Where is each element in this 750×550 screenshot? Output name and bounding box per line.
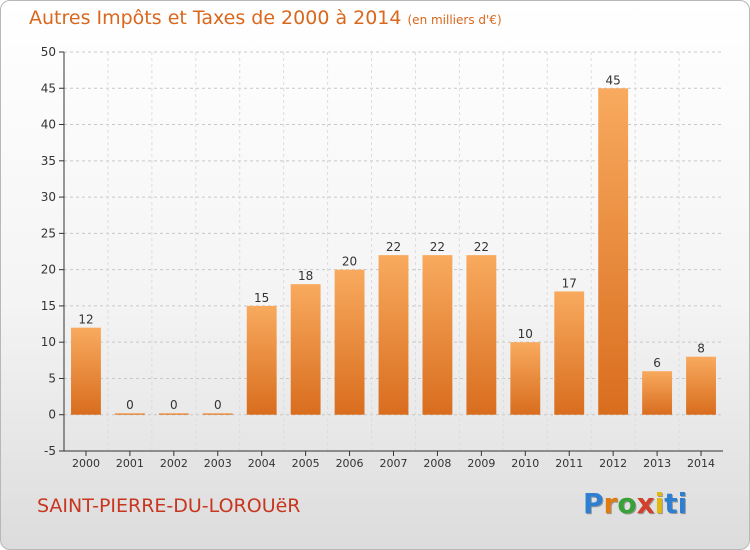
commune-name: SAINT-PIERRE-DU-LOROUëR: [37, 495, 301, 517]
x-tick-label: 2013: [643, 457, 671, 470]
x-tick-label: 2011: [555, 457, 583, 470]
data-label: 22: [430, 240, 445, 254]
x-tick-label: 2007: [380, 457, 408, 470]
x-tick-label: 2008: [423, 457, 451, 470]
bar: [378, 255, 409, 415]
x-tick-label: 2012: [599, 457, 627, 470]
bar: [642, 371, 673, 415]
bar: [598, 88, 629, 415]
y-tick-label: 35: [41, 154, 56, 168]
y-tick-label: 25: [41, 226, 56, 240]
x-tick-label: 2001: [116, 457, 144, 470]
data-label: 15: [254, 291, 269, 305]
bar: [334, 269, 365, 415]
y-tick-label: 0: [48, 408, 56, 422]
data-label: 0: [214, 398, 222, 412]
chart-title-main: Autres Impôts et Taxes de 2000 à 2014: [29, 7, 402, 29]
x-tick-label: 2004: [248, 457, 276, 470]
bar: [422, 255, 453, 415]
proxiti-logo: Proxiti: [583, 487, 687, 520]
data-label: 10: [518, 327, 533, 341]
y-tick-label: 40: [41, 118, 56, 132]
logo-letter: o: [617, 487, 637, 520]
bar: [466, 255, 497, 415]
bar-layer: [71, 88, 716, 415]
logo-letter: P: [583, 487, 604, 520]
logo-letter: ti: [664, 487, 688, 520]
bar: [158, 413, 189, 415]
bar: [554, 291, 585, 415]
logo-letter: x: [636, 487, 655, 520]
label-layer: 12 0 0 0 15 18 20 22 22 22 10 17 45 6 8: [78, 73, 705, 412]
bar: [290, 284, 321, 415]
y-tick-label: 5: [48, 371, 56, 385]
x-tick-label: 2000: [72, 457, 100, 470]
x-tick-label: 2009: [467, 457, 495, 470]
x-tick-label: 2005: [292, 457, 320, 470]
y-tick-label: -5: [44, 444, 56, 458]
data-label: 6: [653, 356, 661, 370]
y-tick-label: 45: [41, 81, 56, 95]
data-label: 17: [562, 276, 577, 290]
logo-letter: i: [654, 487, 665, 520]
bar: [202, 413, 233, 415]
y-tick-label: 30: [41, 190, 56, 204]
bar: [71, 327, 101, 415]
bar: [510, 342, 541, 415]
bar: [114, 413, 145, 415]
data-label: 0: [126, 398, 134, 412]
grid-layer: [64, 51, 723, 452]
x-tick-label: 2002: [160, 457, 188, 470]
y-tick-label: 50: [41, 45, 56, 59]
data-label: 45: [606, 73, 621, 87]
x-tick-label: 2010: [511, 457, 539, 470]
chart-unit-label: (en milliers d'€): [407, 13, 502, 27]
chart-title: Autres Impôts et Taxes de 2000 à 2014 (en…: [29, 7, 502, 29]
data-label: 18: [298, 269, 313, 283]
data-label: 22: [386, 240, 401, 254]
x-tick-label: 2003: [204, 457, 232, 470]
y-tick-label: 10: [41, 335, 56, 349]
data-label: 22: [474, 240, 489, 254]
data-label: 12: [78, 313, 93, 327]
data-label: 20: [342, 255, 357, 269]
bar: [246, 305, 277, 415]
y-tick-label: 20: [41, 263, 56, 277]
y-tick-label: 15: [41, 299, 56, 313]
bar: [686, 356, 716, 415]
data-label: 0: [170, 398, 178, 412]
x-tick-label: 2014: [687, 457, 715, 470]
data-label: 8: [697, 342, 705, 356]
x-tick-label: 2006: [336, 457, 364, 470]
logo-letter: r: [603, 487, 618, 520]
